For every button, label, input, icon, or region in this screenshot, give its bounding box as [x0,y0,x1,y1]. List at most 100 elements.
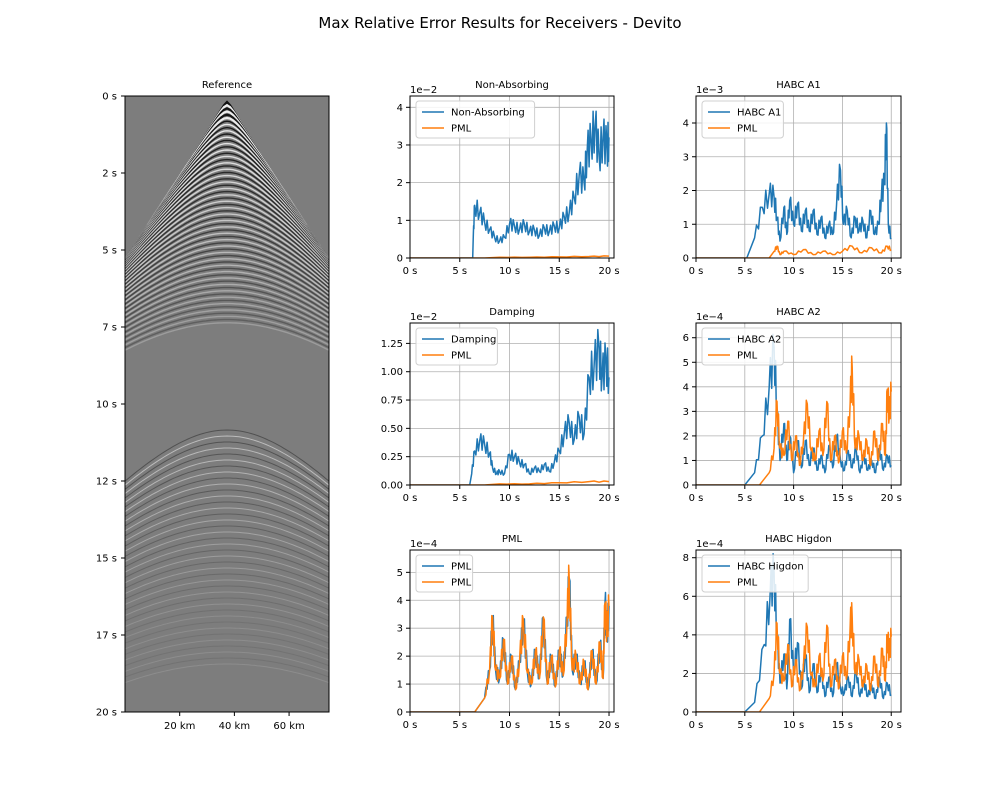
y-tick-label: 1 [683,220,689,231]
wavefront-line [125,621,329,644]
wavefront-line [125,210,329,276]
x-tick-label: 0 s [689,493,704,504]
wavefront-line [125,258,329,303]
wavefront-line [125,555,329,584]
y-tick-label: 4 [683,382,689,393]
wavefront-line [125,519,329,552]
plot-frame [409,549,615,713]
x-tick-label: 20 s [598,493,619,504]
wavefront-line [125,302,329,336]
legend: PML PML [415,554,474,593]
x-tick-label: 5 s [737,493,752,504]
wavefront-line [125,549,329,578]
wavefront-line [125,627,329,650]
wavefront-line [125,299,329,333]
wavefront-line [125,184,329,266]
legend-entry: PML [737,351,758,362]
series-line-pml [696,244,892,258]
y-tick-label: 0 [397,254,403,265]
wavefront-line [125,453,329,499]
wavefront-line [125,633,329,655]
wavefront-line [125,280,329,319]
wavefront-line [125,603,329,627]
legend-entry: PML [737,124,758,135]
figure-title: Max Relative Error Results for Receivers… [318,14,681,32]
legend-entry: PML [737,578,758,589]
series-line-pml [410,255,610,258]
series-line-pml [696,602,892,712]
x-tick-label: 10 s [499,720,520,731]
y-tick-label: 0 [683,481,689,492]
reference-y-tick-label: 2 s [102,169,117,180]
y-tick-label: 6 [683,333,689,344]
y-tick-label: 8 [683,553,689,564]
reference-x-tick-label: 20 km [164,721,195,732]
wavefront-line [125,264,329,307]
wavefront-line [125,200,329,271]
y-tick-label: 5 [397,568,403,579]
x-tick-label: 15 s [832,266,853,277]
x-tick-label: 0 s [689,266,704,277]
wavefront-line [125,645,329,667]
wavefront-line [125,312,329,344]
x-tick-label: 10 s [499,266,520,277]
axis-exponent-label: 1e−4 [696,312,723,323]
wavefront-line [125,322,329,351]
wavefront-line [125,309,329,341]
wavefront-line [125,203,329,273]
y-tick-label: 3 [397,624,403,635]
x-tick-label: 20 s [598,266,619,277]
wavefront-line [125,206,329,274]
y-tick-label: 2 [683,186,689,197]
legend-entry: PML [451,124,472,135]
wavefront-line [125,609,329,633]
x-tick-label: 20 s [881,720,902,731]
series-line-pml [410,564,610,712]
wavefront-line [125,261,329,305]
wavefront-line [125,251,329,299]
y-tick-label: 3 [683,152,689,163]
y-tick-label: 1 [683,456,689,467]
reference-x-tick-label: 60 km [273,721,304,732]
chart-non-absorbing: Non-Absorbing 0 s 5 s 10 s 15 s 20 s 0 1 2 3 4 1e−2… [397,80,620,277]
wavefront-line [125,248,329,297]
y-tick-label: 0.50 [381,424,403,435]
wavefront-line [125,219,329,280]
reference-title: Reference [202,80,252,91]
wavefront-line [125,561,329,589]
wavefront-line [125,585,329,611]
y-tick-label: 2 [683,431,689,442]
wavefront-line [125,489,329,527]
chart-title: Damping [489,307,534,318]
legend: HABC A1 PML [701,100,784,139]
chart-habc-a2: HABC A2 0 s 5 s 10 s 15 s 20 s 0 1 2 3 4 5 6 1e−4 HABC… [683,307,902,504]
series-line-primary [410,328,610,485]
wavefront-line [125,226,329,284]
legend-entry: PML [451,351,472,362]
legend-entry: PML [451,562,472,573]
reference-y-tick-label: 12 s [96,477,117,488]
x-tick-label: 15 s [832,493,853,504]
x-tick-label: 20 s [881,266,902,277]
x-tick-label: 15 s [549,266,570,277]
x-tick-label: 20 s [598,720,619,731]
reference-y-tick-label: 20 s [96,708,117,719]
chart-pml: PML 0 s 5 s 10 s 15 s 20 s 0 1 2 3 4 5 1e−4 PML PML [397,534,620,731]
y-tick-label: 0 [683,254,689,265]
legend-entry: HABC A2 [737,335,781,346]
wavefront-line [125,459,329,503]
chart-title: HABC A1 [776,80,820,91]
series-line-primary [410,110,610,258]
wavefront-line [125,171,329,262]
y-tick-label: 0.25 [381,452,403,463]
x-tick-label: 0 s [403,720,418,731]
legend-entry: Damping [451,335,496,346]
y-tick-label: 4 [683,119,689,130]
reference-y-axis: 0 s 2 s 5 s 7 s 10 s 12 s 15 s 17 s 20 s [96,92,125,719]
wavefront-line [125,254,329,301]
x-tick-label: 15 s [832,720,853,731]
wavefront-line [125,663,329,684]
wavefront-line [125,471,329,513]
wavefront-line [125,435,329,486]
